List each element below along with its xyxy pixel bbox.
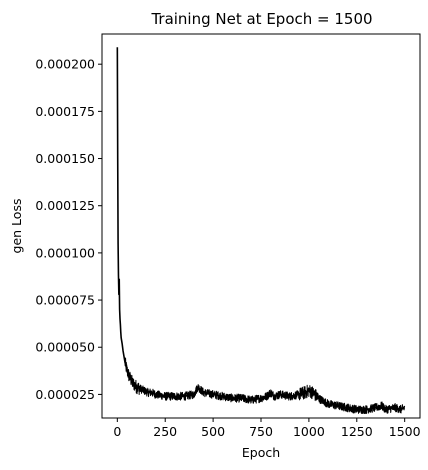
- y-tick-label: 0.000050: [35, 340, 95, 355]
- x-axis: 0 250 500 750 1000 1250 1500: [113, 418, 421, 439]
- y-tick-label: 0.000200: [35, 57, 95, 72]
- loss-series-line: [116, 47, 406, 411]
- y-tick-label: 0.000125: [35, 198, 95, 213]
- x-tick-label: 1000: [293, 424, 325, 439]
- x-axis-label: Epoch: [242, 445, 280, 460]
- x-tick-label: 1500: [389, 424, 421, 439]
- plot-frame: [101, 33, 421, 419]
- y-tick-label: 0.000100: [35, 245, 95, 260]
- x-tick-label: 0: [113, 424, 121, 439]
- y-tick-label: 0.000025: [35, 387, 95, 402]
- loss-series-noise: [124, 357, 406, 415]
- x-tick-label: 500: [201, 424, 225, 439]
- x-tick-label: 250: [153, 424, 177, 439]
- y-tick-label: 0.000175: [35, 104, 95, 119]
- x-tick-label: 1250: [341, 424, 373, 439]
- y-axis-label: gen Loss: [9, 199, 24, 254]
- y-tick-label: 0.000075: [35, 293, 95, 308]
- y-tick-label: 0.000150: [35, 151, 95, 166]
- x-tick-label: 750: [249, 424, 273, 439]
- y-axis: 0.000025 0.000050 0.000075 0.000100 0.000125…: [35, 57, 102, 402]
- chart-title: Training Net at Epoch = 1500: [150, 10, 372, 28]
- series-layer: [116, 47, 406, 415]
